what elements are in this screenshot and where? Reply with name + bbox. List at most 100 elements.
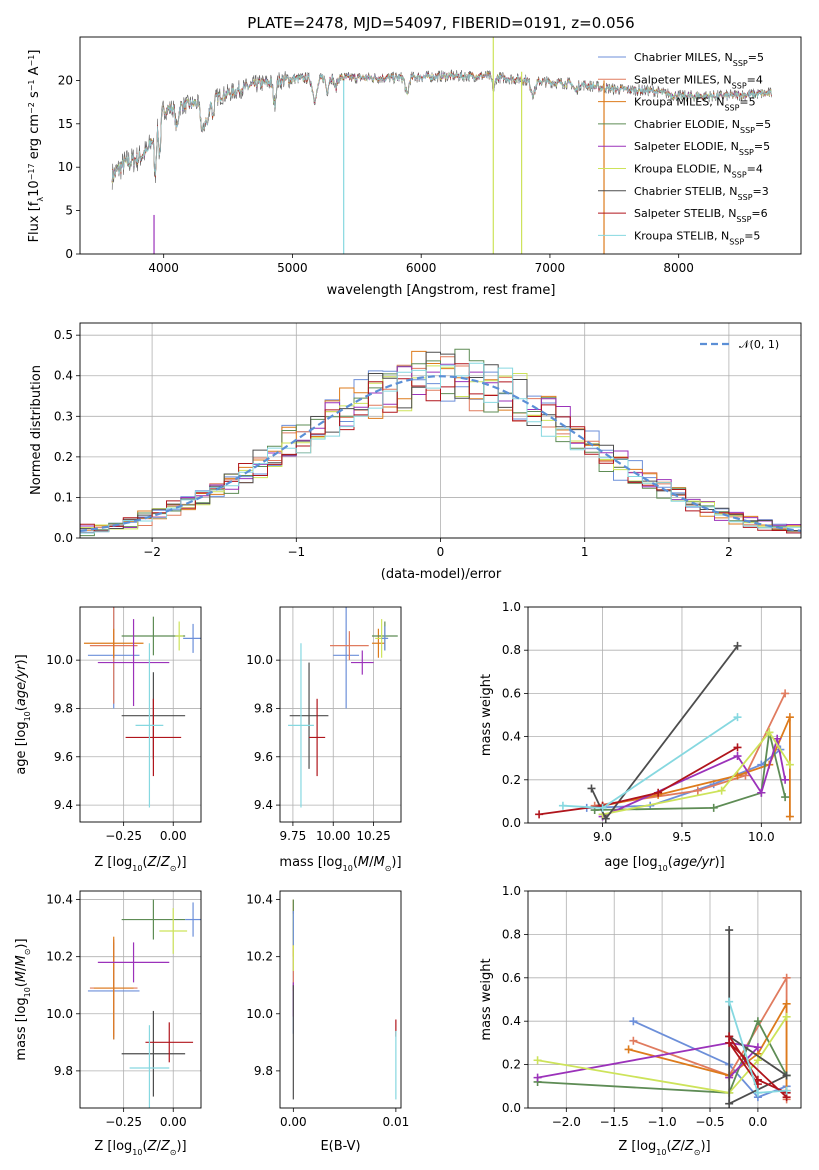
x-axis-label: (data-model)/error bbox=[381, 567, 502, 582]
grid-age_vs_Z bbox=[80, 607, 201, 822]
weight-line bbox=[538, 746, 738, 816]
x-tick-label: −1 bbox=[287, 545, 305, 559]
y-tick-label: 0.5 bbox=[54, 328, 73, 342]
legend-label: Chabrier STELIB, NSSP=3 bbox=[634, 185, 769, 202]
x-tick-label: 6000 bbox=[406, 261, 437, 275]
axes-spectrum: 4000 5000 6000 7000 8000 0 5 10 15 20 wavelength [… bbox=[27, 36, 802, 298]
grid-mass_vs_Z bbox=[80, 891, 201, 1108]
plot-area-spectrum bbox=[111, 37, 772, 254]
x-tick-label: 2 bbox=[725, 545, 733, 559]
x-tick-label: 5000 bbox=[277, 261, 308, 275]
y-tick-label: 0 bbox=[65, 247, 73, 261]
weight-line bbox=[594, 693, 786, 807]
weight-marker bbox=[757, 788, 766, 797]
axes-frame bbox=[527, 606, 802, 824]
y-axis-label: mass [log10(M/M⊙)] bbox=[14, 938, 32, 1060]
y-tick-label: 0.6 bbox=[502, 971, 521, 985]
weight-marker bbox=[587, 784, 596, 793]
legend-label: Chabrier ELODIE, NSSP=5 bbox=[634, 118, 771, 134]
y-tick-label: 1.0 bbox=[502, 600, 521, 614]
axes-frame bbox=[79, 606, 202, 823]
x-tick-label: −0.25 bbox=[105, 829, 142, 843]
weight-marker bbox=[598, 803, 607, 812]
y-tick-label: 5 bbox=[65, 204, 73, 218]
axes-frame bbox=[79, 36, 802, 255]
legend-label-gaussian: 𝒩(0, 1) bbox=[739, 338, 779, 351]
y-tick-label: 0.0 bbox=[502, 1101, 521, 1115]
y-tick-label: 10.0 bbox=[46, 653, 73, 667]
weight-line bbox=[537, 1041, 760, 1079]
histogram-step bbox=[80, 363, 801, 534]
x-axis-label: Z [log10(Z/Z⊙)] bbox=[94, 855, 186, 873]
weight-marker bbox=[781, 775, 790, 784]
plot-area-age_vs_Z bbox=[83, 607, 201, 808]
legend-label: Salpeter MILES, NSSP=4 bbox=[634, 73, 763, 90]
weight-marker bbox=[533, 1056, 542, 1065]
legend-label: Kroupa MILES, NSSP=5 bbox=[634, 96, 756, 113]
axes-age_vs_mass: 9.75 10.00 10.25 9.4 9.6 9.8 10.0 mass [log10(M… bbox=[246, 606, 402, 873]
x-tick-label: 7000 bbox=[535, 261, 566, 275]
plot-area-mass_weight_vs_Z bbox=[533, 926, 791, 1108]
plot-area-mass_weight_vs_age bbox=[535, 641, 794, 823]
x-axis-label: mass [log10(M/M⊙)] bbox=[279, 855, 401, 873]
y-axis-label: mass weight bbox=[479, 958, 494, 1040]
x-tick-label: −0.25 bbox=[105, 1115, 142, 1129]
x-axis-label: Z [log10(Z/Z⊙)] bbox=[618, 1139, 710, 1157]
weight-marker bbox=[725, 1038, 734, 1047]
weight-marker bbox=[781, 689, 790, 698]
y-tick-label: 0.6 bbox=[502, 686, 521, 700]
axes-frame bbox=[79, 322, 802, 539]
y-tick-label: 0.4 bbox=[502, 1014, 521, 1028]
weight-marker bbox=[654, 788, 663, 797]
weight-marker bbox=[782, 1086, 791, 1095]
weight-marker bbox=[781, 793, 790, 802]
grid-mass_weight_vs_Z bbox=[528, 890, 801, 1109]
x-tick-label: 1 bbox=[581, 545, 589, 559]
y-axis-label: Flux [fλ10−17 erg cm−2 s−1 A−1] bbox=[27, 50, 45, 243]
plot-area-mass_vs_ebv bbox=[292, 899, 397, 1100]
weight-marker bbox=[753, 1017, 762, 1026]
weight-marker bbox=[733, 743, 742, 752]
x-tick-label: −1.5 bbox=[600, 1115, 629, 1129]
weight-marker bbox=[558, 801, 567, 810]
x-tick-label: 10.0 bbox=[748, 830, 775, 844]
axes-frame bbox=[79, 890, 202, 1109]
y-tick-label: 10.4 bbox=[46, 893, 73, 907]
y-tick-label: 0.0 bbox=[54, 531, 73, 545]
weight-marker bbox=[782, 999, 791, 1008]
weight-marker bbox=[785, 713, 794, 722]
axes-mass_weight_vs_age: 9.0 9.5 10.0 0.0 0.2 0.4 0.6 0.8 1.0 age [log10(a… bbox=[479, 600, 802, 873]
y-tick-label: 9.8 bbox=[54, 1064, 73, 1078]
weight-marker bbox=[733, 641, 742, 650]
weight-marker bbox=[773, 734, 782, 743]
y-tick-label: 20 bbox=[58, 73, 73, 87]
y-tick-label: 0.4 bbox=[54, 369, 73, 383]
axes-mass_weight_vs_Z: −2.0 −1.5 −1.0 −0.5 0.0 0.0 0.2 0.4 0.6 0.8 1.0 Z [… bbox=[479, 884, 802, 1157]
weight-marker bbox=[535, 810, 544, 819]
x-tick-label: 0.00 bbox=[280, 1115, 307, 1129]
weight-marker bbox=[765, 728, 774, 737]
x-tick-label: 10.25 bbox=[356, 829, 390, 843]
axes-mass_vs_Z: −0.25 0.00 9.8 10.0 10.2 10.4 Z [log10(Z/Z⊙)] m… bbox=[14, 890, 202, 1157]
weight-marker bbox=[717, 786, 726, 795]
axes-age_vs_Z: −0.25 0.00 9.4 9.6 9.8 10.0 Z [log10(Z/Z⊙)] age… bbox=[14, 606, 202, 873]
plot-area-residuals bbox=[80, 348, 801, 538]
weight-marker bbox=[629, 1017, 638, 1026]
weight-marker bbox=[725, 926, 734, 935]
weight-line bbox=[602, 716, 791, 817]
grid-age_vs_mass bbox=[280, 607, 401, 822]
x-tick-label: 0.0 bbox=[748, 1115, 767, 1129]
weight-line bbox=[537, 1016, 788, 1094]
x-tick-label: 0 bbox=[437, 545, 445, 559]
y-tick-label: 9.8 bbox=[254, 701, 273, 715]
y-tick-label: 9.4 bbox=[254, 798, 273, 812]
weight-marker bbox=[785, 760, 794, 769]
weight-marker bbox=[733, 713, 742, 722]
weight-marker bbox=[753, 1088, 762, 1097]
x-tick-label: 4000 bbox=[148, 261, 179, 275]
legend-label: Salpeter STELIB, NSSP=6 bbox=[634, 207, 768, 224]
y-tick-label: 0.0 bbox=[502, 816, 521, 830]
y-tick-label: 9.6 bbox=[254, 750, 273, 764]
y-axis-label: mass weight bbox=[479, 674, 494, 756]
x-tick-label: −0.5 bbox=[695, 1115, 724, 1129]
